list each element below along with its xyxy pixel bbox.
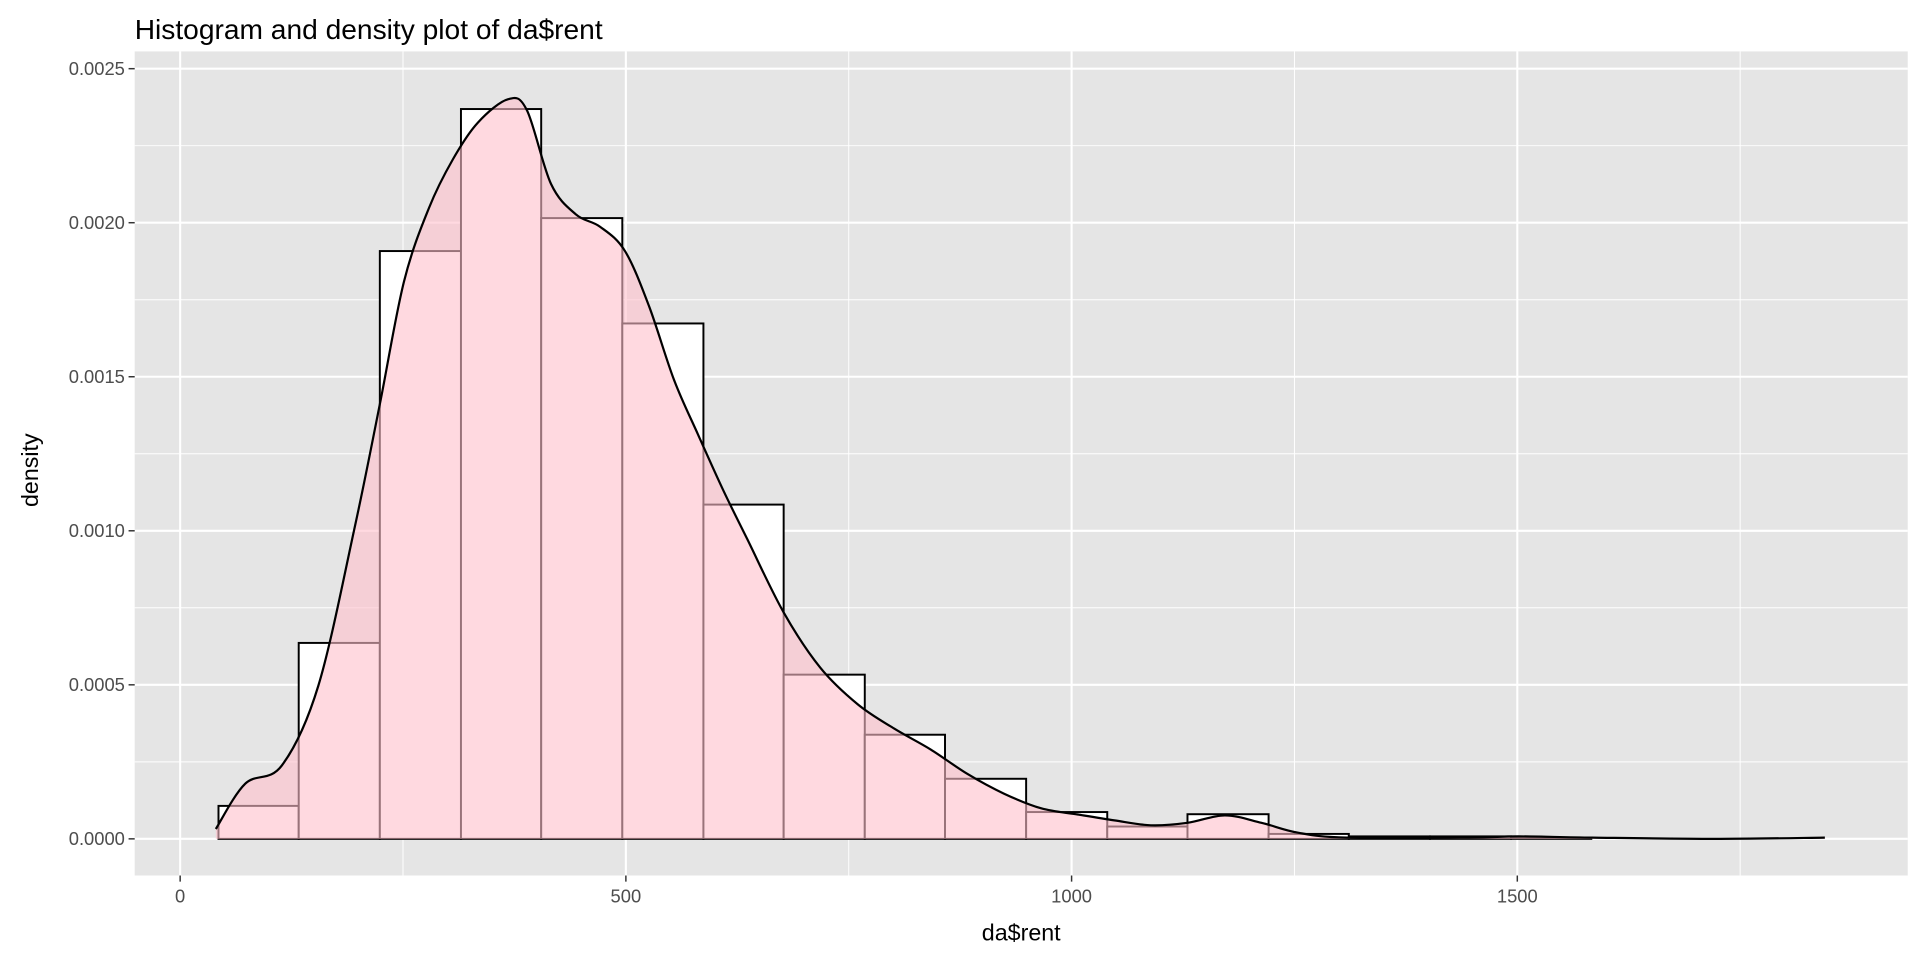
y-axis-label: density: [17, 433, 43, 507]
y-tick-label: 0.0020: [69, 212, 125, 233]
y-tick-label: 0.0010: [69, 520, 125, 541]
density-curve: [215, 97, 1825, 839]
y-tick-label: 0.0015: [69, 366, 125, 387]
y-tick-label: 0.0005: [69, 674, 125, 695]
y-tick-label: 0.0025: [69, 58, 125, 79]
x-axis-label: da$rent: [982, 919, 1061, 945]
density-line: [214, 96, 1825, 840]
x-tick-label: 500: [611, 885, 642, 906]
chart-title: Histogram and density plot of da$rent: [135, 14, 603, 45]
x-tick-label: 1000: [1051, 885, 1092, 906]
x-tick-label: 1500: [1497, 885, 1538, 906]
x-tick-label: 0: [175, 885, 185, 906]
axes: 0 500 1000 1500 0.0000 0.0005 0.0010 0.0015 0.00…: [69, 58, 1538, 907]
y-tick-label: 0.0000: [69, 828, 125, 849]
